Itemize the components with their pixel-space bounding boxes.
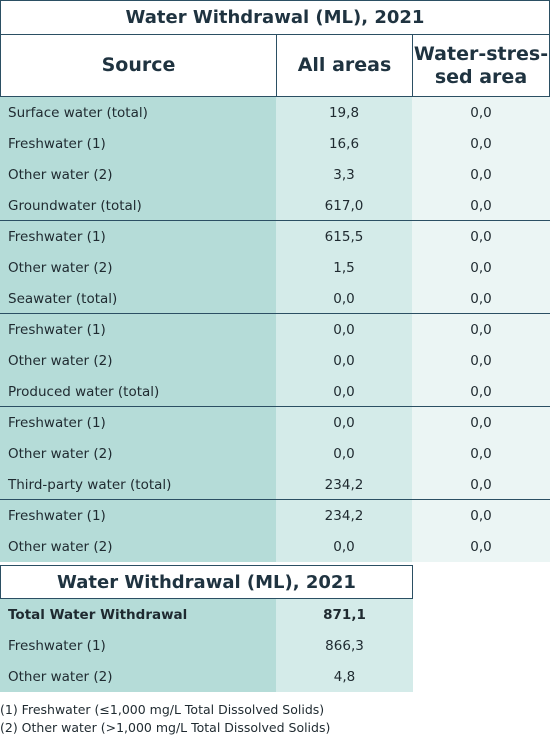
all-areas-cell: 19,8 xyxy=(276,97,412,128)
source-cell: Other water (2) xyxy=(0,345,276,376)
source-cell: Produced water (total) xyxy=(0,376,276,407)
source-cell: Groundwater (total) xyxy=(0,190,276,221)
all-areas-cell: 3,3 xyxy=(276,159,412,190)
table-row: Other water (2) 0,0 0,0 xyxy=(0,345,550,376)
table-row: Other water (2) 3,3 0,0 xyxy=(0,159,550,190)
group-divider xyxy=(0,406,550,407)
water-stressed-cell: 0,0 xyxy=(412,283,550,314)
water-stressed-cell: 0,0 xyxy=(412,500,550,531)
all-areas-cell: 0,0 xyxy=(276,345,412,376)
table-row: Freshwater (1) 615,5 0,0 xyxy=(0,221,550,252)
all-areas-cell: 0,0 xyxy=(276,314,412,345)
source-cell: Freshwater (1) xyxy=(0,128,276,159)
all-areas-cell: 0,0 xyxy=(276,407,412,438)
all-areas-cell: 0,0 xyxy=(276,531,412,562)
table-row: Freshwater (1) 16,6 0,0 xyxy=(0,128,550,159)
all-areas-cell: 617,0 xyxy=(276,190,412,221)
table1-title: Water Withdrawal (ML), 2021 xyxy=(0,0,550,35)
water-stressed-cell: 0,0 xyxy=(412,159,550,190)
water-stressed-cell: 0,0 xyxy=(412,190,550,221)
all-areas-cell: 0,0 xyxy=(276,283,412,314)
table2-title: Water Withdrawal (ML), 2021 xyxy=(0,565,413,599)
all-areas-cell: 615,5 xyxy=(276,221,412,252)
table-row: Total Water Withdrawal 871,1 xyxy=(0,599,413,630)
table-row: Produced water (total) 0,0 0,0 xyxy=(0,376,550,407)
source-cell: Other water (2) xyxy=(0,252,276,283)
group-divider xyxy=(0,313,550,314)
water-stressed-cell: 0,0 xyxy=(412,469,550,500)
total-label-cell: Other water (2) xyxy=(0,661,276,692)
water-stressed-cell: 0,0 xyxy=(412,314,550,345)
water-stressed-cell: 0,0 xyxy=(412,407,550,438)
group-divider xyxy=(0,220,550,221)
all-areas-cell: 234,2 xyxy=(276,500,412,531)
source-cell: Seawater (total) xyxy=(0,283,276,314)
water-stressed-cell: 0,0 xyxy=(412,376,550,407)
source-cell: Third-party water (total) xyxy=(0,469,276,500)
table-row: Other water (2) 1,5 0,0 xyxy=(0,252,550,283)
source-cell: Freshwater (1) xyxy=(0,500,276,531)
table-row: Freshwater (1) 0,0 0,0 xyxy=(0,314,550,345)
source-cell: Surface water (total) xyxy=(0,97,276,128)
source-cell: Freshwater (1) xyxy=(0,314,276,345)
table-row: Freshwater (1) 0,0 0,0 xyxy=(0,407,550,438)
table-row: Other water (2) 4,8 xyxy=(0,661,413,692)
water-stressed-cell: 0,0 xyxy=(412,128,550,159)
source-cell: Freshwater (1) xyxy=(0,221,276,252)
all-areas-cell: 0,0 xyxy=(276,438,412,469)
water-stressed-cell: 0,0 xyxy=(412,97,550,128)
source-cell: Other water (2) xyxy=(0,531,276,562)
all-areas-cell: 0,0 xyxy=(276,376,412,407)
source-cell: Other water (2) xyxy=(0,438,276,469)
table-row: Groundwater (total) 617,0 0,0 xyxy=(0,190,550,221)
total-value-cell: 871,1 xyxy=(276,599,413,630)
header-source: Source xyxy=(0,34,277,97)
source-cell: Other water (2) xyxy=(0,159,276,190)
total-label-cell: Total Water Withdrawal xyxy=(0,599,276,630)
all-areas-cell: 234,2 xyxy=(276,469,412,500)
table-row: Surface water (total) 19,8 0,0 xyxy=(0,97,550,128)
group-divider xyxy=(0,499,550,500)
header-water-stressed-text: Water-stres- sed area xyxy=(413,42,549,88)
water-stressed-cell: 0,0 xyxy=(412,531,550,562)
total-label-cell: Freshwater (1) xyxy=(0,630,276,661)
table-row: Freshwater (1) 866,3 xyxy=(0,630,413,661)
table-row: Other water (2) 0,0 0,0 xyxy=(0,531,550,562)
table-row: Other water (2) 0,0 0,0 xyxy=(0,438,550,469)
footnote-1: (1) Freshwater (≤1,000 mg/L Total Dissol… xyxy=(0,702,325,717)
source-cell: Freshwater (1) xyxy=(0,407,276,438)
table-row: Freshwater (1) 234,2 0,0 xyxy=(0,500,550,531)
table-row: Third-party water (total) 234,2 0,0 xyxy=(0,469,550,500)
water-stressed-cell: 0,0 xyxy=(412,345,550,376)
water-stressed-cell: 0,0 xyxy=(412,438,550,469)
water-stressed-cell: 0,0 xyxy=(412,252,550,283)
total-value-cell: 866,3 xyxy=(276,630,413,661)
water-stressed-cell: 0,0 xyxy=(412,221,550,252)
header-all-areas: All areas xyxy=(276,34,413,97)
total-value-cell: 4,8 xyxy=(276,661,413,692)
table-row: Seawater (total) 0,0 0,0 xyxy=(0,283,550,314)
all-areas-cell: 1,5 xyxy=(276,252,412,283)
header-water-stressed: Water-stres- sed area xyxy=(412,34,550,97)
footnote-2: (2) Other water (>1,000 mg/L Total Disso… xyxy=(0,720,331,735)
all-areas-cell: 16,6 xyxy=(276,128,412,159)
